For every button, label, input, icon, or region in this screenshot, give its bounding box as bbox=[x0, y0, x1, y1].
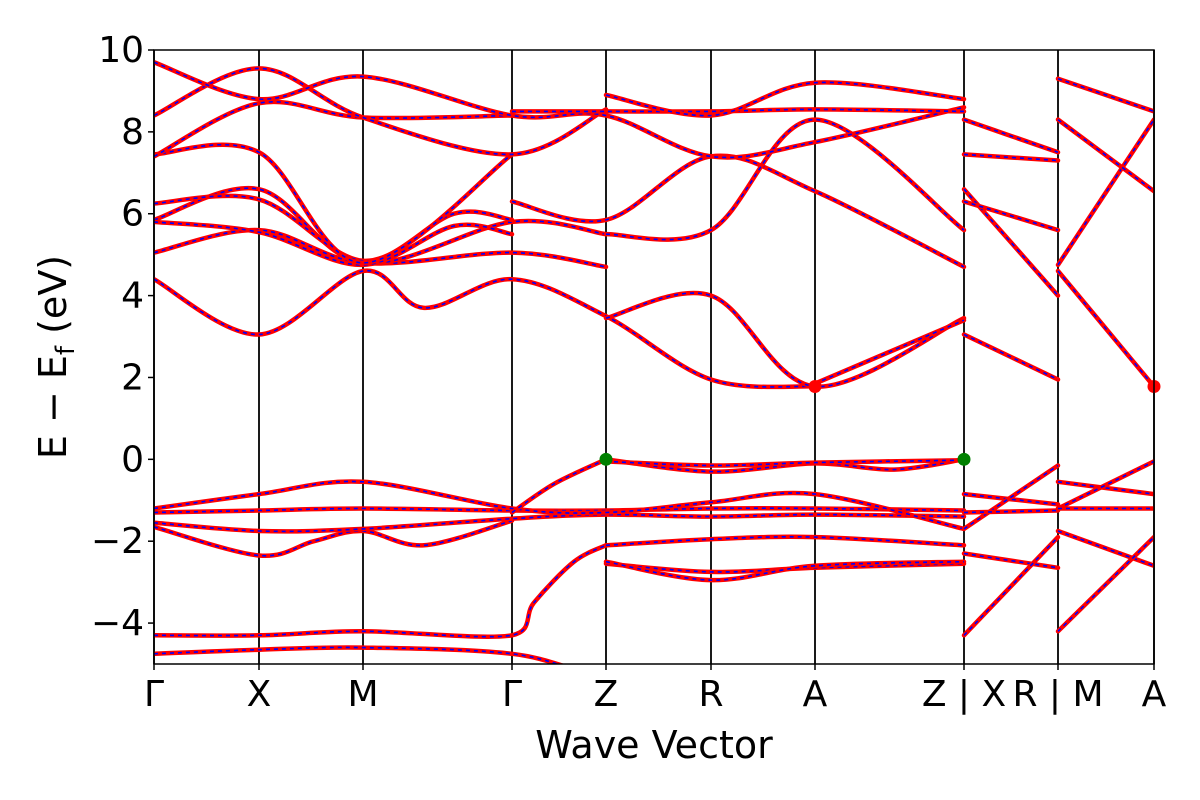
band-line-dashed bbox=[605, 459, 965, 467]
y-tick-label: −4 bbox=[91, 603, 144, 644]
band-line-dashed bbox=[963, 118, 1059, 154]
x-tick-label: M bbox=[347, 674, 378, 715]
band-line-dashed bbox=[963, 188, 1059, 297]
x-tick-label: A bbox=[1142, 674, 1167, 715]
band-line bbox=[154, 60, 967, 160]
band-line-dashed bbox=[963, 200, 1059, 231]
band-line-dashed bbox=[154, 646, 560, 664]
band-line-dashed bbox=[154, 101, 513, 158]
x-tick-label: R | M bbox=[1012, 674, 1103, 715]
y-tick-label: 6 bbox=[121, 194, 144, 235]
band-line-dashed bbox=[154, 480, 965, 530]
x-tick-label: R bbox=[698, 674, 723, 715]
band-line-dashed bbox=[963, 536, 1059, 636]
band-line-dashed bbox=[963, 153, 1059, 162]
cbm-marker bbox=[808, 379, 822, 393]
plot-frame bbox=[153, 49, 1155, 665]
band-line-dashed bbox=[814, 319, 965, 385]
y-axis-title-subscript: f bbox=[51, 345, 81, 355]
band-line-dashed bbox=[1057, 481, 1154, 495]
band-line-dashed bbox=[1057, 460, 1154, 510]
band-line-dashed bbox=[605, 562, 965, 573]
x-axis-title: Wave Vector bbox=[535, 723, 773, 767]
band-line-dashed bbox=[605, 292, 965, 388]
band-line-dashed bbox=[605, 560, 965, 581]
band-line bbox=[154, 518, 515, 558]
y-tick-label: −2 bbox=[91, 521, 144, 562]
y-axis-title-main: E − E bbox=[31, 355, 75, 459]
x-tick-label: Z bbox=[594, 674, 619, 715]
band-lines bbox=[154, 60, 1154, 664]
x-tick-label: Γ bbox=[502, 674, 522, 715]
y-tick-label: 8 bbox=[121, 112, 144, 153]
x-tick-label: A bbox=[803, 674, 828, 715]
band-line-dashed bbox=[963, 552, 1059, 569]
band-line-dashed bbox=[963, 333, 1059, 381]
y-tick-label: 0 bbox=[121, 439, 144, 480]
y-axis-title-unit: (eV) bbox=[31, 255, 75, 346]
band-line-dashed bbox=[1057, 119, 1154, 266]
band-line-dashed bbox=[1057, 536, 1154, 632]
band-line-dashed bbox=[154, 270, 816, 388]
band-line-dashed bbox=[154, 144, 513, 264]
band-line-dashed bbox=[154, 67, 607, 156]
x-tick-label: X bbox=[247, 674, 272, 715]
band-line-dashed bbox=[154, 507, 965, 514]
band-line-dashed bbox=[1057, 270, 1154, 388]
vbm-marker bbox=[599, 452, 613, 466]
plot-background bbox=[154, 50, 1154, 664]
band-line-dashed bbox=[605, 536, 965, 547]
vbm-marker bbox=[957, 452, 971, 466]
band-line-dashed bbox=[1057, 77, 1154, 113]
band-line-dashed bbox=[1057, 118, 1154, 192]
band-line-dashed bbox=[605, 118, 965, 241]
y-tick-label: 10 bbox=[98, 30, 144, 71]
band-line-dashed bbox=[963, 493, 1059, 506]
band-line-dashed bbox=[963, 464, 1059, 530]
y-axis-title: E − Ef (eV) bbox=[31, 255, 81, 459]
band-line-dashed bbox=[154, 544, 607, 638]
band-line-dashed bbox=[1057, 530, 1154, 567]
band-line-dashed bbox=[605, 81, 965, 117]
band-line-dashed bbox=[512, 108, 965, 113]
y-tick-label: 4 bbox=[121, 276, 144, 317]
x-tick-label: Γ bbox=[144, 674, 164, 715]
band-line-dashed bbox=[511, 458, 607, 514]
y-tick-label: 2 bbox=[121, 357, 144, 398]
band-line-dashed bbox=[154, 513, 965, 533]
y-axis: −4 −2 0 2 4 6 8 10 bbox=[91, 30, 154, 644]
band-line bbox=[961, 508, 1061, 515]
x-tick-label: Z | X bbox=[922, 674, 1006, 715]
